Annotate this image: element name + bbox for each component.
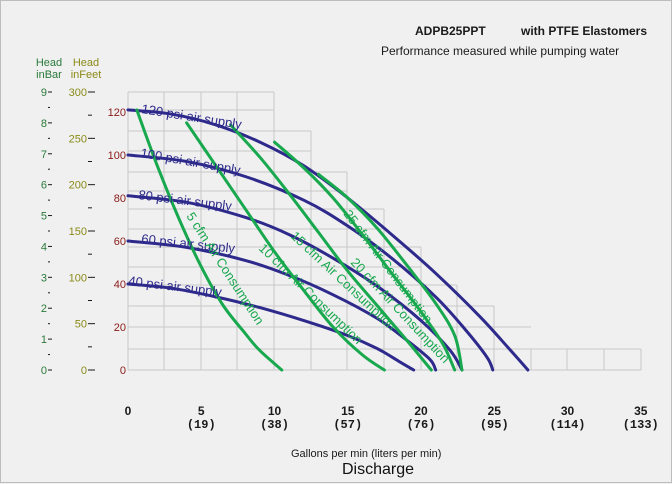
x-axis-label: Gallons per min (liters per min) <box>291 448 441 460</box>
chart-title-suffix: with PTFE Elastomers <box>520 24 647 38</box>
x-tick-label: 5 <box>198 404 205 418</box>
x-tick-label: 10 <box>268 404 282 418</box>
chart-subtitle: Performance measured while pumping water <box>381 44 619 58</box>
psi-tick-label: 40 <box>114 279 126 291</box>
psi-tick-label: 80 <box>114 193 126 205</box>
air-curve-10cfm <box>185 121 386 372</box>
label-100psi: 100 psi air supply <box>139 145 242 177</box>
bar-tick-label: 4 <box>41 241 47 253</box>
feet-tick-label: 100 <box>69 272 87 284</box>
label-120psi: 120 psi air supply <box>141 101 244 132</box>
bar-tick-label: 9 <box>41 87 47 99</box>
bar-tick-label: 5 <box>41 211 47 223</box>
feet-tick-label: 0 <box>81 365 87 377</box>
air-curve-15cfm <box>229 123 433 372</box>
feet-tick-label: 200 <box>69 180 87 192</box>
x-tick-label: 25 <box>488 404 502 418</box>
x-tick-sublabel: (57) <box>333 418 362 432</box>
psi-tick-label: 20 <box>114 322 126 334</box>
y-axis-header: inFeet <box>71 69 102 81</box>
label-40psi: 40 psi air supply <box>128 273 224 299</box>
bar-tick-label: 2 <box>41 303 47 315</box>
pressure-curve-60psi <box>126 239 438 372</box>
bar-tick-label: 1 <box>41 334 47 346</box>
air-curve-20cfm <box>273 140 457 372</box>
x-tick-sublabel: (76) <box>407 418 436 432</box>
x-tick-sublabel: (95) <box>480 418 509 432</box>
x-tick-label: 20 <box>414 404 428 418</box>
x-tick-label: 0 <box>125 404 132 418</box>
bar-tick-label: 6 <box>41 180 47 192</box>
y-axis-header: inBar <box>36 69 62 81</box>
feet-tick-label: 50 <box>75 319 87 331</box>
air-curve-25cfm <box>317 172 464 372</box>
feet-tick-label: 150 <box>69 226 87 238</box>
air-curve-5cfm <box>135 108 284 372</box>
y-axes: 0123456789050100150200250300HeadinBarHea… <box>36 57 126 377</box>
y-axis-header: Head <box>73 57 99 69</box>
bar-tick-label: 7 <box>41 149 47 161</box>
x-tick-sublabel: (114) <box>549 418 585 432</box>
feet-tick-label: 250 <box>69 133 87 145</box>
x-tick-label: 30 <box>561 404 575 418</box>
bar-tick-label: 8 <box>41 118 47 130</box>
x-axis-main-label: Discharge <box>342 461 414 478</box>
x-axis: 0 5(19) 10(38) 15(57) 20(76) 25(95) 30(114) 35(… <box>125 404 659 432</box>
bar-tick-label: 3 <box>41 272 47 284</box>
chart-title: ADPB25PPT <box>415 24 486 38</box>
psi-tick-label: 100 <box>108 150 126 162</box>
feet-tick-label: 300 <box>69 87 87 99</box>
x-tick-sublabel: (133) <box>623 418 659 432</box>
psi-tick-label: 120 <box>108 107 126 119</box>
psi-tick-label: 0 <box>120 365 126 377</box>
psi-tick-label: 60 <box>114 236 126 248</box>
x-tick-label: 15 <box>341 404 355 418</box>
pressure-curve-40psi <box>126 282 416 372</box>
curves <box>126 108 530 372</box>
x-tick-sublabel: (19) <box>187 418 216 432</box>
x-tick-sublabel: (38) <box>260 418 289 432</box>
y-axis-header: Head <box>36 57 62 69</box>
x-tick-label: 35 <box>634 404 648 418</box>
bar-tick-label: 0 <box>41 365 47 377</box>
